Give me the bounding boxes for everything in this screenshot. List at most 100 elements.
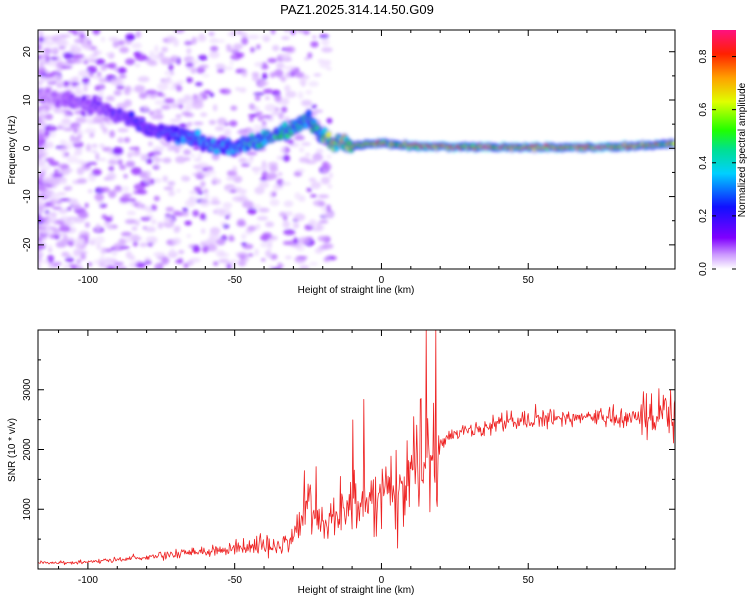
heat-blob	[107, 149, 114, 155]
heat-blob	[184, 41, 193, 46]
heat-blob	[192, 245, 201, 253]
heat-blob	[50, 235, 55, 239]
heat-blob	[143, 260, 152, 265]
heat-blob	[159, 261, 168, 266]
heat-blob	[131, 226, 138, 231]
heat-blob	[140, 216, 152, 221]
heat-blob	[107, 225, 114, 230]
snr-frame	[37, 329, 676, 570]
colorbar-tick-label: 0.8	[698, 49, 709, 63]
heat-blob	[183, 262, 189, 269]
heat-blob	[73, 53, 85, 59]
heat-blob	[319, 60, 331, 69]
heat-blob	[210, 200, 221, 205]
heat-blob	[280, 181, 291, 186]
heat-blob	[61, 109, 73, 113]
heat-blob	[284, 211, 293, 217]
heat-blob	[125, 58, 136, 66]
heat-blob	[60, 34, 71, 38]
heat-blob	[48, 264, 55, 269]
heat-blob	[254, 95, 261, 101]
heat-blob	[266, 251, 273, 259]
heat-blob	[170, 248, 175, 255]
heat-blob	[38, 143, 43, 149]
heat-blob	[154, 264, 161, 268]
x-tick-label: 0	[379, 575, 385, 586]
heat-blob	[321, 47, 333, 53]
heat-blob	[176, 80, 185, 84]
heat-blob	[99, 143, 105, 148]
heat-blob	[119, 164, 126, 171]
heat-blob	[94, 85, 101, 91]
heat-core	[306, 109, 312, 117]
heat-blob	[294, 135, 305, 141]
snr-panel: -100 -50 0 50 1000 2000 3000 Height of straig…	[7, 329, 676, 596]
heat-blob	[322, 168, 328, 174]
heat-blob	[208, 119, 216, 125]
spectrogram-x-ticks: -100 -50 0 50	[58, 30, 676, 286]
heat-blob	[216, 68, 225, 73]
heat-blob	[216, 207, 221, 215]
heat-blob	[161, 46, 169, 53]
heat-blob	[104, 216, 113, 223]
x-tick-label: 50	[523, 275, 535, 286]
heat-blob	[168, 63, 174, 72]
heat-blob	[255, 111, 263, 116]
spectrogram-heatmap	[38, 30, 675, 269]
heat-blob	[181, 175, 188, 182]
heat-blob	[173, 226, 180, 234]
heat-blob	[106, 265, 116, 269]
heat-blob	[40, 130, 45, 135]
heat-blob	[71, 266, 77, 269]
heat-blob	[185, 62, 194, 68]
heat-blob	[117, 128, 129, 133]
heat-blob	[201, 167, 208, 172]
y-tick-label: -20	[22, 237, 33, 252]
heat-blob	[184, 105, 193, 111]
heat-blob	[162, 142, 172, 147]
heat-blob	[113, 90, 122, 96]
y-tick-label: 10	[22, 94, 33, 106]
heat-blob	[319, 219, 329, 224]
heat-blob	[56, 233, 65, 236]
heat-blob	[66, 155, 78, 164]
heat-blob	[264, 103, 277, 112]
heat-blob	[239, 255, 246, 260]
heat-blob	[84, 222, 90, 228]
heat-blob	[321, 243, 334, 250]
heat-blob	[267, 58, 278, 63]
heat-blob	[305, 89, 313, 95]
y-tick-label: 0	[22, 145, 33, 151]
heat-blob	[166, 76, 171, 81]
heat-blob	[163, 186, 174, 191]
x-tick-label: -50	[227, 275, 242, 286]
heat-blob	[199, 64, 209, 69]
heat-blob	[209, 92, 215, 98]
heat-blob	[208, 31, 215, 36]
heat-blob	[83, 85, 88, 92]
heat-blob	[279, 211, 286, 217]
heat-blob	[98, 157, 107, 162]
heat-blob	[321, 211, 334, 218]
heat-blob	[198, 54, 208, 61]
heat-blob	[87, 161, 98, 165]
heat-blob	[326, 67, 332, 71]
spectrogram-scatter-blobs	[38, 30, 337, 269]
heat-blob	[49, 56, 59, 61]
heat-blob	[113, 261, 124, 266]
heat-blob	[212, 104, 218, 112]
heat-blob	[38, 68, 44, 76]
heat-blob	[38, 134, 45, 141]
heat-blob	[175, 259, 183, 264]
heat-blob	[58, 208, 68, 214]
heat-blob	[94, 193, 105, 201]
heat-blob	[163, 98, 175, 104]
heat-blob	[168, 190, 175, 197]
snr-x-ticks: -100 -50 0 50	[58, 330, 676, 586]
heat-blob	[199, 199, 210, 207]
heat-blob	[52, 206, 63, 210]
heat-blob	[92, 30, 101, 35]
heat-blob	[229, 120, 238, 127]
heat-blob	[97, 71, 102, 77]
heat-blob	[317, 235, 328, 242]
